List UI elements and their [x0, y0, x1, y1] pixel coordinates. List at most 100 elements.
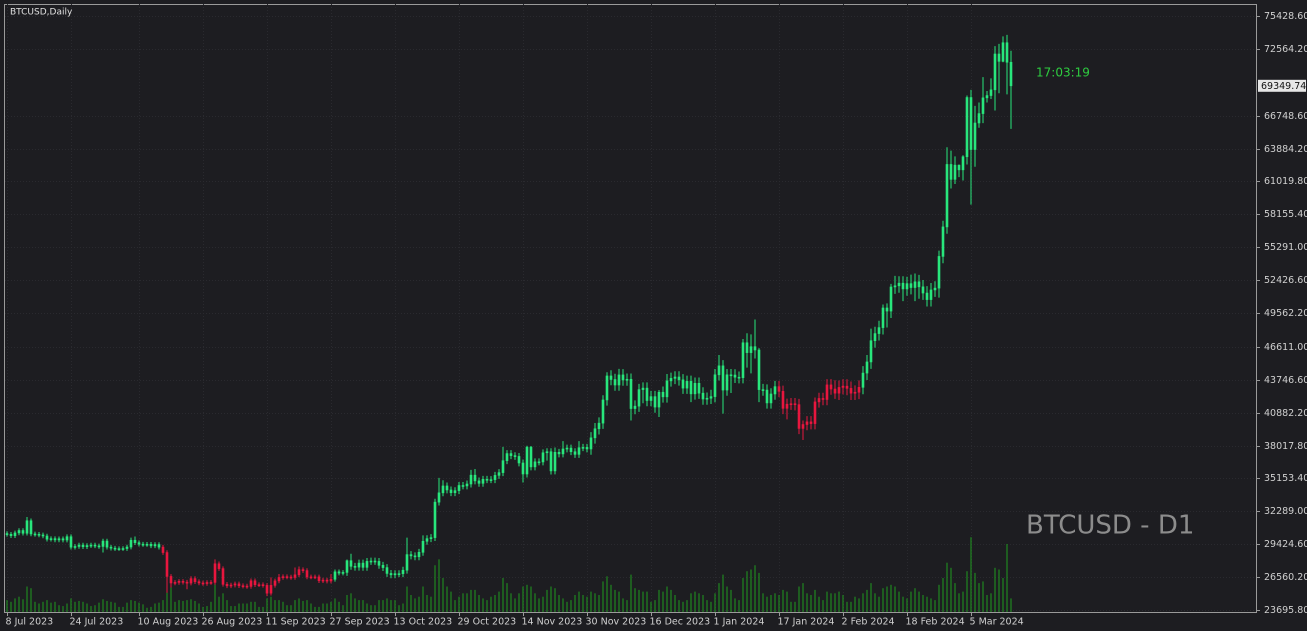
volume-bar — [242, 603, 244, 612]
volume-bar — [774, 593, 776, 612]
volume-bar — [622, 598, 624, 612]
candle-body — [37, 533, 41, 536]
candle-body — [809, 421, 813, 424]
volume-bar — [822, 600, 824, 612]
candle-body — [117, 548, 121, 550]
candle-body — [645, 387, 649, 401]
volume-bar — [830, 593, 832, 612]
y-tick-label: 75428.60 — [1264, 11, 1307, 22]
volume-bar — [594, 593, 596, 612]
y-tick-label: 52426.60 — [1264, 275, 1307, 286]
candle-body — [721, 365, 725, 391]
volume-bar — [730, 589, 732, 612]
candle-body — [77, 544, 81, 547]
candle-body — [765, 389, 769, 404]
candle-body — [877, 327, 881, 334]
volume-bar — [694, 591, 696, 612]
volume-bar — [142, 604, 144, 612]
candle-body — [957, 164, 961, 171]
volume-bar — [702, 595, 704, 612]
volume-bar — [870, 583, 872, 612]
candle-body — [941, 226, 945, 257]
volume-bar — [482, 598, 484, 612]
candle-body — [585, 447, 589, 450]
candle-body — [201, 582, 205, 585]
candle-body — [753, 346, 757, 351]
volume-bar — [438, 559, 440, 612]
volume-bar — [1006, 544, 1008, 612]
candle-body — [601, 399, 605, 424]
volume-bar — [30, 588, 32, 612]
volume-bar — [798, 586, 800, 612]
volume-bar — [854, 596, 856, 612]
x-tick-label: 8 Jul 2023 — [6, 617, 54, 628]
candle-body — [29, 520, 33, 535]
candle-body — [777, 386, 781, 392]
volume-bar — [282, 601, 284, 612]
candle-body — [553, 452, 557, 472]
volume-bar — [294, 600, 296, 612]
volume-bar — [366, 603, 368, 612]
candle-body — [205, 582, 209, 584]
volume-bar — [826, 591, 828, 612]
candle-body — [457, 485, 461, 491]
volume-bar — [638, 589, 640, 612]
candle-body — [241, 585, 245, 588]
candle-body — [105, 540, 109, 548]
candle-body — [285, 576, 289, 578]
volume-bar — [498, 591, 500, 612]
volume-bar — [254, 601, 256, 612]
candle-body — [997, 53, 1001, 62]
volume-bar — [162, 600, 164, 612]
volume-bar — [914, 588, 916, 612]
y-tick-label: 26560.20 — [1264, 572, 1307, 583]
candle-body — [545, 451, 549, 454]
volume-bar — [898, 591, 900, 612]
volume-bar — [182, 600, 184, 612]
volume-bar — [506, 583, 508, 612]
volume-bar — [974, 572, 976, 612]
candle-body — [761, 389, 765, 391]
candle-body — [21, 530, 25, 534]
candle-body — [305, 570, 309, 578]
volume-bar — [302, 600, 304, 612]
candle-body — [109, 546, 113, 549]
volume-bar — [522, 586, 524, 612]
volume-bar — [902, 596, 904, 612]
candle-body — [173, 582, 177, 584]
candle-body — [881, 307, 885, 328]
volume-bar — [626, 600, 628, 612]
candle-body — [313, 576, 317, 579]
volume-bar — [26, 586, 28, 612]
volume-bar — [70, 598, 72, 612]
volume-bar — [778, 595, 780, 612]
candle-body — [213, 563, 217, 583]
candle-body — [49, 538, 53, 540]
candle-body — [929, 289, 933, 300]
volume-bar — [542, 596, 544, 612]
candle-body — [901, 282, 905, 290]
volume-bar — [226, 600, 228, 612]
volume-bar — [122, 606, 124, 612]
volume-bar — [946, 562, 948, 612]
y-tick-label: 55291.00 — [1264, 242, 1307, 253]
volume-bar — [674, 595, 676, 612]
candle-body — [385, 567, 389, 574]
volume-bar — [934, 600, 936, 612]
candle-body — [801, 424, 805, 429]
volume-bar — [510, 593, 512, 612]
candle-body — [25, 520, 29, 534]
volume-bar — [578, 591, 580, 612]
candle-body — [133, 539, 137, 543]
volume-bar — [98, 602, 100, 612]
candle-body — [277, 577, 281, 582]
candle-body — [961, 156, 965, 171]
candle-body — [273, 580, 277, 586]
candle-body — [533, 461, 537, 468]
y-tick-label: 43746.60 — [1264, 375, 1307, 386]
volume-bar — [890, 584, 892, 612]
candle-body — [301, 569, 305, 571]
candle-body — [733, 374, 737, 378]
candle-body — [469, 474, 473, 485]
candle-body — [541, 452, 545, 463]
